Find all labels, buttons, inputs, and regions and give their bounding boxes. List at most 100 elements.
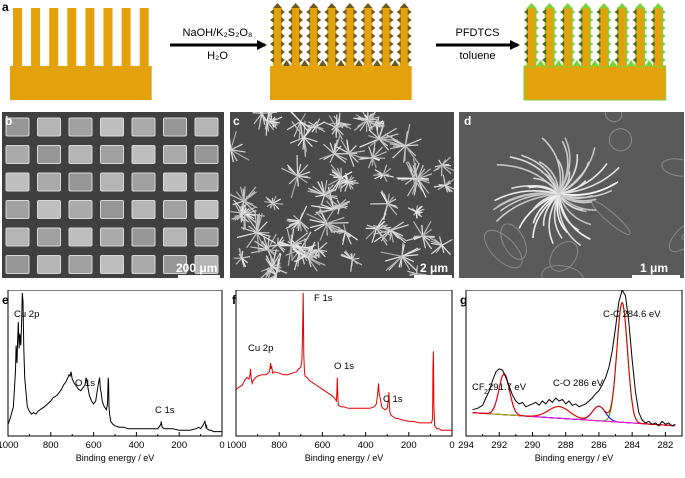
- nano-tip: [381, 3, 391, 8]
- petal: [293, 121, 302, 137]
- nano-tip: [635, 3, 645, 8]
- petal: [328, 115, 337, 128]
- petal: [422, 228, 432, 237]
- petal: [382, 167, 392, 176]
- petal: [441, 164, 454, 172]
- petal: [324, 194, 339, 207]
- pillar-top: [194, 172, 219, 192]
- petal: [351, 253, 356, 260]
- nano-spike: [650, 41, 655, 47]
- x-tick-label: 800: [271, 440, 287, 451]
- nano-spike: [643, 57, 648, 63]
- panel-label-d: d: [464, 114, 472, 128]
- petal: [290, 112, 301, 123]
- nano-spike: [378, 33, 383, 39]
- pillar: [309, 8, 319, 67]
- nano-spike: [535, 25, 539, 31]
- nano-spike: [281, 41, 285, 47]
- x-tick-label: 290: [525, 440, 541, 451]
- petal: [438, 236, 443, 246]
- petal: [269, 254, 273, 268]
- petal: [306, 213, 328, 224]
- petal: [243, 190, 256, 202]
- nano-spike: [625, 9, 630, 15]
- copper-substrate-plain: [10, 8, 152, 100]
- peak-annotation: F 1s: [314, 293, 333, 304]
- petal: [253, 112, 263, 125]
- petal: [317, 249, 321, 258]
- petal: [413, 177, 429, 180]
- peak-annotation: C 1s: [383, 394, 403, 405]
- nano-spike: [306, 41, 311, 47]
- nano-spike: [299, 9, 304, 15]
- nano-spike: [614, 25, 619, 31]
- petal: [290, 237, 309, 247]
- pillar-top: [68, 255, 93, 274]
- nano-spike: [354, 60, 363, 66]
- nano-spike: [578, 41, 583, 47]
- nano-spike: [661, 25, 666, 31]
- petal: [240, 208, 250, 216]
- petal: [297, 175, 311, 179]
- petal: [244, 212, 258, 231]
- fit-peak: [472, 405, 675, 427]
- petal: [290, 232, 309, 247]
- petal: [323, 179, 328, 196]
- nano-spike: [553, 9, 558, 15]
- nano-spike: [373, 60, 382, 66]
- petal: [441, 164, 452, 175]
- petal: [266, 202, 274, 208]
- nano-spike: [650, 57, 655, 63]
- nano-spike: [535, 33, 539, 39]
- petal: [308, 121, 317, 127]
- panel-label-e: e: [2, 293, 9, 307]
- background-petal: [591, 200, 631, 236]
- petal: [311, 126, 317, 133]
- step1-reagent: NaOH/K₂S₂O₈: [182, 27, 253, 39]
- nano-spike: [407, 49, 412, 55]
- petal: [266, 268, 277, 276]
- petal: [401, 247, 419, 257]
- x-tick-label: 294: [458, 440, 474, 451]
- petal: [276, 237, 279, 245]
- petal: [407, 207, 417, 213]
- nano-spike: [661, 49, 666, 55]
- petal: [368, 116, 380, 121]
- petal: [272, 274, 277, 278]
- petal: [254, 210, 258, 233]
- pillar-top: [5, 255, 30, 274]
- petal: [376, 116, 380, 125]
- petal: [303, 238, 307, 256]
- xps-survey-chart-f: 1000 800 600 400 200 0 Binding energy / eV Cu 2…: [228, 290, 455, 463]
- petal: [380, 251, 403, 257]
- sem-image-single-flower: [459, 112, 684, 278]
- petal: [441, 244, 451, 256]
- nano-spike: [396, 49, 401, 55]
- petal: [271, 249, 278, 268]
- petal: [256, 232, 260, 253]
- petal: [340, 254, 353, 260]
- petal: [403, 145, 406, 163]
- petal: [412, 164, 419, 180]
- pillar-top: [37, 172, 61, 192]
- nanoflower: [230, 130, 250, 163]
- x-tick-label: 286: [591, 440, 607, 451]
- petal: [538, 161, 560, 195]
- nano-spike: [317, 25, 322, 31]
- nano-spike: [407, 57, 412, 63]
- petal: [263, 236, 269, 250]
- nano-spike: [607, 17, 612, 23]
- x-tick-label: 288: [558, 440, 574, 451]
- nanoflower: [373, 164, 394, 183]
- pillar-top: [194, 227, 219, 247]
- petal: [376, 226, 392, 230]
- nano-spike: [645, 60, 654, 66]
- background-petal: [549, 240, 579, 272]
- nano-spike: [389, 25, 394, 31]
- nano-spike: [542, 41, 547, 47]
- nano-spike: [632, 25, 637, 31]
- pillar: [399, 8, 409, 67]
- nanoflower: [289, 120, 318, 157]
- x-axis-label: Binding energy / eV: [535, 453, 614, 463]
- pillar-top: [100, 117, 124, 137]
